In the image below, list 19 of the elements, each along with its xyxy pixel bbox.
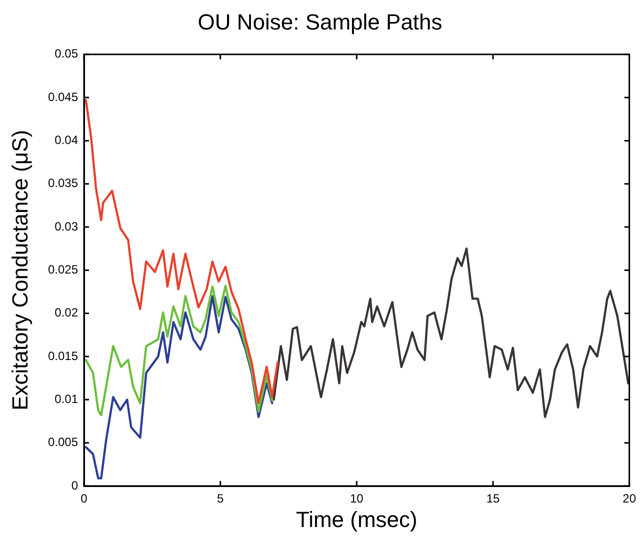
x-tick-label: 5	[216, 492, 224, 506]
y-tick-label: 0.025	[48, 262, 78, 277]
y-axis-title: Excitatory Conductance (μS)	[7, 130, 32, 410]
y-tick-label: 0.01	[54, 392, 78, 406]
y-tick-label: 0.005	[48, 435, 78, 450]
y-tick-label: 0.05	[54, 46, 78, 61]
y-tick-label: 0.035	[48, 176, 78, 190]
x-tick-label: 15	[486, 492, 500, 506]
x-axis-title: Time (msec)	[296, 506, 418, 532]
chart-title: OU Noise: Sample Paths	[198, 9, 442, 34]
x-tick-label: 0	[80, 492, 88, 506]
y-tick-label: 0.045	[48, 90, 78, 104]
y-tick-label: 0.03	[54, 219, 78, 234]
y-tick-label: 0.015	[48, 348, 78, 363]
y-tick-label: 0.02	[54, 306, 78, 320]
x-tick-label: 10	[350, 492, 364, 506]
y-tick-label: 0	[71, 478, 78, 492]
y-tick-label: 0.04	[54, 133, 78, 148]
x-tick-label: 20	[622, 492, 636, 506]
